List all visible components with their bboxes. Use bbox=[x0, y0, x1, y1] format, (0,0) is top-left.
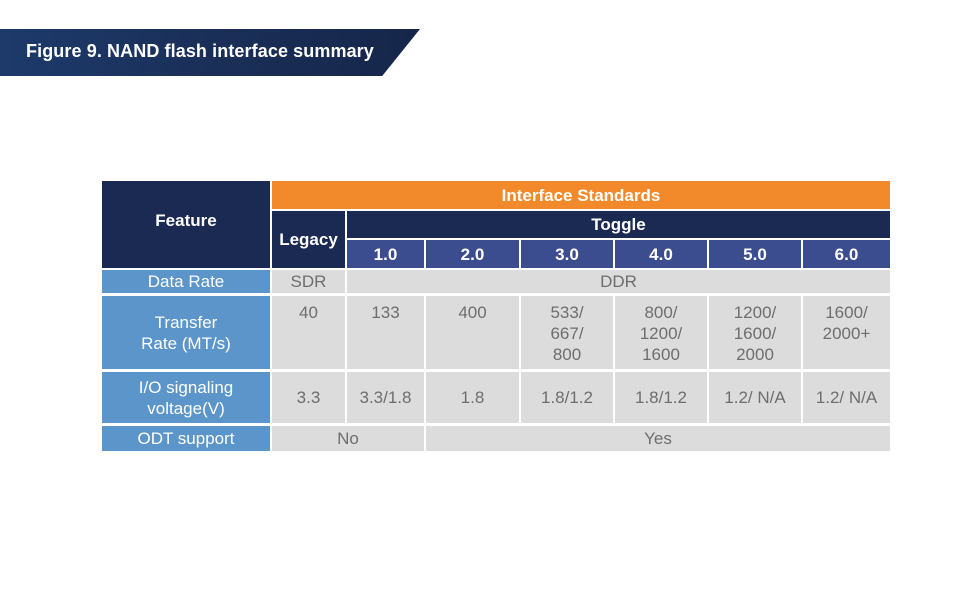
header-version-1-0: 1.0 bbox=[347, 240, 424, 268]
header-version-2-0: 2.0 bbox=[426, 240, 519, 268]
cell-transfer-6-0: 1600/ 2000+ bbox=[803, 296, 890, 369]
header-legacy: Legacy bbox=[272, 211, 345, 268]
figure-title: Figure 9. NAND flash interface summary bbox=[26, 41, 374, 61]
cell-io-1-0: 3.3/1.8 bbox=[347, 372, 424, 423]
figure-title-banner: Figure 9. NAND flash interface summary bbox=[0, 29, 420, 76]
cell-odt-yes: Yes bbox=[426, 426, 890, 451]
cell-odt-no: No bbox=[272, 426, 424, 451]
header-version-6-0: 6.0 bbox=[803, 240, 890, 268]
cell-io-5-0: 1.2/ N/A bbox=[709, 372, 801, 423]
cell-io-3-0: 1.8/1.2 bbox=[521, 372, 613, 423]
header-version-4-0: 4.0 bbox=[615, 240, 707, 268]
row-label-transfer-rate-line1: Transfer bbox=[154, 312, 218, 332]
row-label-io-voltage-line2: voltage(V) bbox=[147, 398, 225, 418]
header-toggle: Toggle bbox=[347, 211, 890, 238]
header-interface-standards: Interface Standards bbox=[272, 181, 890, 209]
cell-data-rate-legacy: SDR bbox=[272, 270, 345, 293]
row-label-data-rate: Data Rate bbox=[102, 270, 270, 293]
row-label-transfer-rate: Transfer Rate (MT/s) bbox=[102, 296, 270, 369]
cell-transfer-2-0: 400 bbox=[426, 296, 519, 369]
cell-data-rate-toggle: DDR bbox=[347, 270, 890, 293]
cell-transfer-legacy: 40 bbox=[272, 296, 345, 369]
row-label-transfer-rate-line2: Rate (MT/s) bbox=[141, 333, 231, 353]
row-label-io-voltage: I/O signaling voltage(V) bbox=[102, 372, 270, 423]
cell-transfer-4-0: 800/ 1200/ 1600 bbox=[615, 296, 707, 369]
cell-transfer-3-0: 533/ 667/ 800 bbox=[521, 296, 613, 369]
cell-io-legacy: 3.3 bbox=[272, 372, 345, 423]
header-version-3-0: 3.0 bbox=[521, 240, 613, 268]
cell-io-2-0: 1.8 bbox=[426, 372, 519, 423]
header-version-5-0: 5.0 bbox=[709, 240, 801, 268]
row-label-odt: ODT support bbox=[102, 426, 270, 451]
cell-transfer-5-0: 1200/ 1600/ 2000 bbox=[709, 296, 801, 369]
row-label-io-voltage-line1: I/O signaling bbox=[138, 377, 234, 397]
cell-io-4-0: 1.8/1.2 bbox=[615, 372, 707, 423]
header-feature: Feature bbox=[102, 181, 270, 268]
cell-transfer-1-0: 133 bbox=[347, 296, 424, 369]
cell-io-6-0: 1.2/ N/A bbox=[803, 372, 890, 423]
